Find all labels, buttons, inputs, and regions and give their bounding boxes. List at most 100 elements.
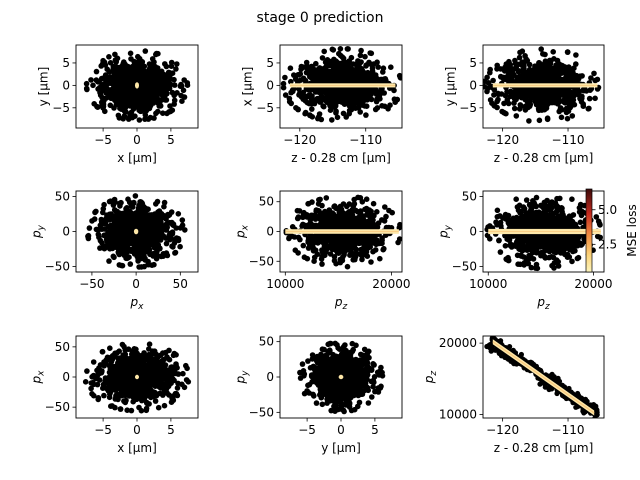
scatter-point bbox=[133, 69, 139, 76]
scatter-point bbox=[374, 59, 380, 65]
scatter-points-xy bbox=[83, 48, 191, 123]
scatter-point bbox=[345, 71, 351, 77]
axes-frame bbox=[279, 44, 403, 129]
scatter-point bbox=[351, 73, 358, 80]
scatter-point bbox=[330, 59, 336, 65]
scatter-point bbox=[121, 113, 128, 119]
scatter-point bbox=[313, 98, 319, 104]
scatter-point bbox=[531, 94, 538, 101]
scatter-point bbox=[315, 114, 322, 120]
scatter-point bbox=[171, 76, 177, 83]
scatter-point bbox=[558, 114, 565, 121]
scatter-point bbox=[140, 89, 147, 95]
scatter-point bbox=[577, 73, 583, 79]
scatter-point bbox=[573, 52, 579, 58]
x-tick-label: −120 bbox=[486, 133, 519, 147]
scatter-point bbox=[144, 82, 151, 88]
scatter-point bbox=[302, 77, 309, 84]
scatter-point bbox=[180, 87, 187, 94]
scatter-point bbox=[302, 98, 309, 104]
scatter-point bbox=[594, 86, 601, 92]
scatter-point bbox=[522, 78, 528, 85]
scatter-point bbox=[115, 75, 121, 82]
scatter-point bbox=[333, 74, 339, 80]
y-axis-label: y [μm] bbox=[37, 67, 51, 107]
scatter-point bbox=[373, 98, 380, 105]
scatter-point bbox=[570, 97, 577, 103]
scatter-point bbox=[102, 72, 109, 78]
scatter-point bbox=[536, 107, 542, 114]
scatter-point bbox=[100, 105, 106, 111]
scatter-point bbox=[344, 62, 351, 68]
scatter-point bbox=[564, 49, 571, 55]
scatter-point bbox=[551, 90, 558, 97]
scatter-point bbox=[177, 225, 184, 231]
scatter-point bbox=[178, 83, 185, 89]
scatter-point bbox=[580, 86, 587, 93]
x-axis-label: z - 0.28 cm [μm] bbox=[494, 151, 594, 165]
scatter-point bbox=[312, 72, 318, 78]
scatter-point bbox=[298, 66, 304, 73]
scatter-point bbox=[159, 74, 166, 80]
y-tick-label: 5 bbox=[62, 56, 70, 70]
scatter-point bbox=[145, 88, 152, 95]
scatter-point bbox=[139, 59, 145, 66]
scatter-point bbox=[179, 217, 186, 223]
scatter-point bbox=[318, 93, 325, 99]
scatter-point bbox=[136, 117, 143, 123]
scatter-point bbox=[551, 56, 557, 62]
x-tick-label: −110 bbox=[552, 133, 585, 147]
scatter-point bbox=[382, 103, 388, 110]
scatter-point bbox=[106, 198, 113, 205]
scatter-point bbox=[106, 258, 112, 264]
scatter-point bbox=[313, 60, 319, 67]
scatter-point bbox=[171, 82, 178, 88]
scatter-point bbox=[388, 64, 394, 70]
scatter-point bbox=[309, 94, 315, 101]
scatter-point bbox=[127, 111, 133, 117]
scatter-point bbox=[121, 103, 128, 110]
scatter-point bbox=[352, 61, 359, 68]
scatter-point bbox=[397, 74, 402, 80]
scatter-point bbox=[538, 46, 544, 52]
scatter-point bbox=[557, 107, 563, 113]
scatter-point bbox=[541, 104, 547, 111]
scatter-point bbox=[135, 53, 141, 60]
scatter-point bbox=[127, 261, 134, 267]
scatter-point bbox=[545, 75, 551, 81]
scatter-point bbox=[113, 96, 120, 102]
scatter-point bbox=[358, 88, 365, 95]
scatter-point bbox=[153, 110, 159, 117]
x-axis-label: z - 0.28 cm [μm] bbox=[291, 151, 391, 165]
scatter-point bbox=[129, 84, 135, 91]
scatter-point bbox=[288, 100, 295, 107]
scatter-point bbox=[345, 46, 351, 52]
y-tick-label: 0 bbox=[266, 78, 274, 92]
scatter-point bbox=[321, 65, 327, 72]
scatter-point bbox=[337, 95, 343, 102]
scatter-point bbox=[168, 63, 175, 69]
scatter-point bbox=[368, 50, 375, 57]
scatter-points-zx bbox=[280, 46, 402, 123]
scatter-point bbox=[527, 76, 533, 82]
x-tick-label: 5 bbox=[167, 133, 175, 147]
scatter-point bbox=[116, 70, 123, 77]
scatter-point bbox=[124, 81, 131, 87]
y-tick-label: 5 bbox=[266, 56, 274, 70]
scatter-point bbox=[296, 86, 302, 92]
scatter-point bbox=[295, 106, 302, 113]
scatter-point bbox=[112, 91, 118, 97]
scatter-point bbox=[157, 103, 164, 109]
scatter-point bbox=[151, 115, 157, 121]
scatter-point bbox=[155, 50, 161, 57]
scatter-point bbox=[327, 74, 333, 81]
scatter-point bbox=[366, 59, 372, 66]
scatter-point bbox=[495, 96, 501, 103]
scatter-point bbox=[518, 88, 525, 95]
scatter-point bbox=[375, 64, 382, 70]
scatter-point bbox=[111, 85, 118, 92]
